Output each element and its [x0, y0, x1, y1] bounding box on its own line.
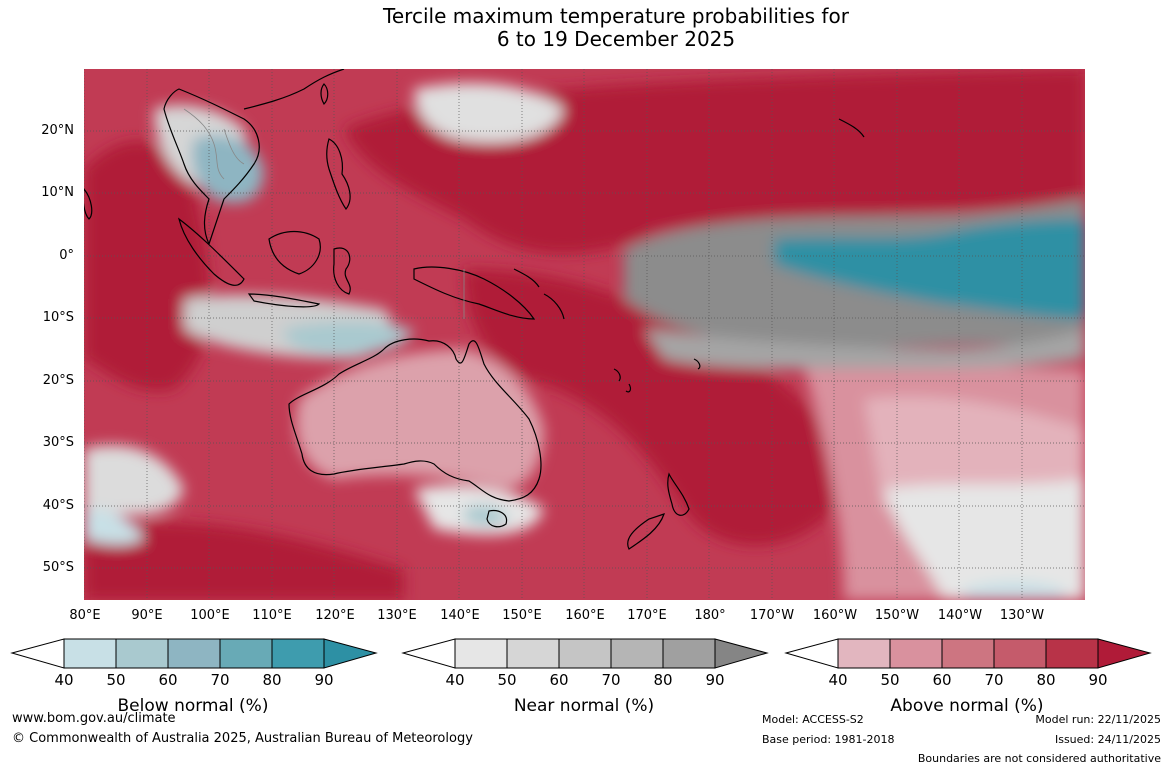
colorbar-tick: 80 [653, 671, 673, 689]
colorbar-segment [993, 638, 1047, 669]
colorbar-tick: 60 [158, 671, 178, 689]
longitude-label: 160°W [812, 608, 858, 623]
colorbar-segment [610, 638, 664, 669]
longitude-label: 170°W [749, 608, 795, 623]
colorbar-tick: 50 [880, 671, 900, 689]
boundaries-disclaimer: Boundaries are not considered authoritat… [917, 752, 1161, 765]
longitude-label: 140°W [937, 608, 983, 623]
colorbar-near-normal [401, 638, 769, 669]
legend-label-below-normal: Below normal (%) [117, 696, 269, 716]
probability-field [84, 69, 1085, 600]
longitude-label: 170°E [627, 608, 667, 623]
longitude-label: 130°E [377, 608, 417, 623]
base-period: Base period: 1981-2018 [762, 733, 895, 746]
longitude-label: 150°W [874, 608, 920, 623]
colorbar-above-normal [784, 638, 1152, 669]
longitude-label: 80°E [69, 608, 101, 623]
colorbar-segment [662, 638, 716, 669]
colorbar-tick: 60 [932, 671, 952, 689]
issued-date: Issued: 24/11/2025 [1054, 733, 1161, 746]
colorbar-segment [889, 638, 943, 669]
colorbar-segment [219, 638, 273, 669]
colorbar-tick: 40 [445, 671, 465, 689]
latitude-label: 50°S [42, 560, 74, 575]
colorbar-tick: 60 [549, 671, 569, 689]
colorbar-below-normal [10, 638, 378, 669]
colorbar-segment [506, 638, 560, 669]
legend-label-near-normal: Near normal (%) [513, 696, 655, 716]
longitude-label: 130°W [999, 608, 1045, 623]
colorbar-tick: 40 [54, 671, 74, 689]
latitude-label: 10°S [42, 310, 74, 325]
latitude-label: 20°N [41, 123, 74, 138]
colorbar-tick: 50 [497, 671, 517, 689]
latitude-label: 20°S [42, 373, 74, 388]
coastlines [84, 69, 865, 550]
website-link[interactable]: www.bom.gov.au/climate [12, 711, 176, 726]
longitude-label: 100°E [190, 608, 230, 623]
colorbar-tick: 90 [705, 671, 725, 689]
colorbar-segment [837, 638, 891, 669]
longitude-label: 90°E [131, 608, 163, 623]
graticule [84, 69, 1085, 600]
latitude-label: 40°S [42, 498, 74, 513]
colorbar-segment [271, 638, 325, 669]
colorbar-tick: 70 [984, 671, 1004, 689]
longitude-label: 120°E [315, 608, 355, 623]
legend-label-above-normal: Above normal (%) [890, 696, 1044, 716]
colorbar-tick: 70 [601, 671, 621, 689]
colorbar-segment [63, 638, 117, 669]
latitude-label: 10°N [41, 185, 74, 200]
model-name: Model: ACCESS-S2 [762, 713, 864, 726]
colorbar-segment [454, 638, 508, 669]
colorbar-segment [1045, 638, 1099, 669]
colorbar-tick: 40 [828, 671, 848, 689]
colorbar-segment [784, 638, 839, 669]
colorbar-segment [167, 638, 221, 669]
colorbar-tick: 90 [1088, 671, 1108, 689]
colorbar-tick: 80 [1036, 671, 1056, 689]
model-run-date: Model run: 22/11/2025 [1035, 713, 1161, 726]
longitude-label: 110°E [252, 608, 292, 623]
map-title-line-1: Tercile maximum temperature probabilitie… [383, 4, 849, 28]
colorbar-segment [714, 638, 769, 669]
colorbar-tick: 50 [106, 671, 126, 689]
latitude-label: 0° [59, 248, 74, 263]
latitude-label: 30°S [42, 435, 74, 450]
longitude-label: 160°E [565, 608, 605, 623]
colorbar-segment [10, 638, 65, 669]
country-borders [183, 108, 465, 319]
colorbar-segment [401, 638, 456, 669]
colorbar-tick: 90 [314, 671, 334, 689]
colorbar-segment [558, 638, 612, 669]
colorbar-segment [115, 638, 169, 669]
map-title-line-2: 6 to 19 December 2025 [496, 27, 736, 51]
colorbar-segment [323, 638, 378, 669]
colorbar-segment [941, 638, 995, 669]
colorbar-tick: 80 [262, 671, 282, 689]
colorbar-tick: 70 [210, 671, 230, 689]
colorbar-segment [1097, 638, 1152, 669]
longitude-label: 140°E [440, 608, 480, 623]
probability-map [84, 69, 1085, 600]
longitude-label: 180° [694, 608, 726, 623]
copyright-text: © Commonwealth of Australia 2025, Austra… [12, 731, 473, 746]
longitude-label: 150°E [502, 608, 542, 623]
